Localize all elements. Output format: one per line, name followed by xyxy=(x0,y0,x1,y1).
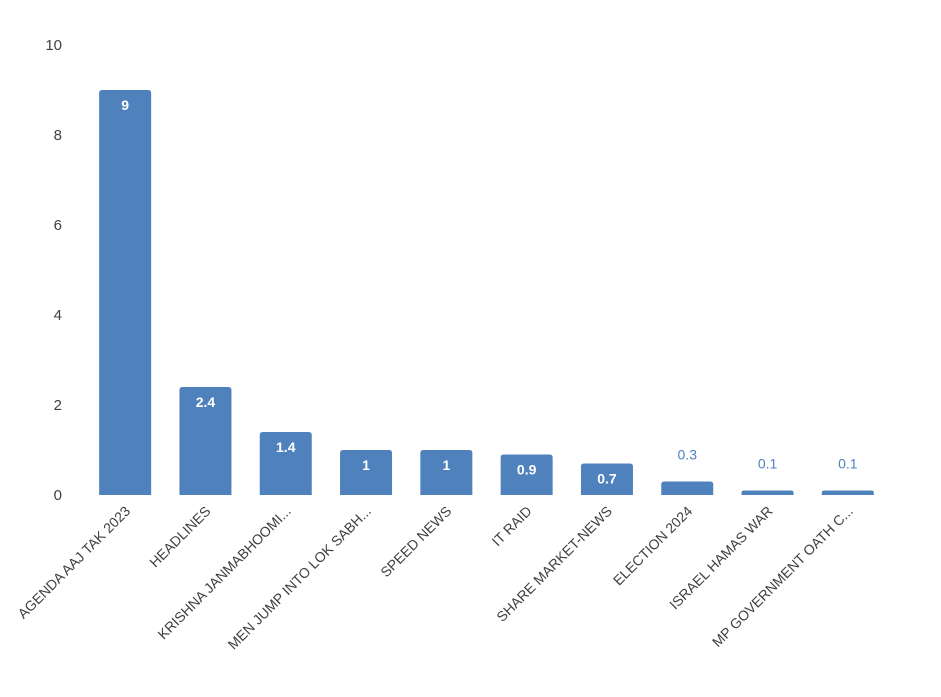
data-label: 0.3 xyxy=(678,447,698,463)
bar xyxy=(179,387,232,495)
y-tick-label: 8 xyxy=(54,127,62,144)
bar xyxy=(99,90,152,495)
bar xyxy=(500,454,553,495)
x-tick-label: MEN JUMP INTO LOK SABH... xyxy=(225,503,375,653)
bar xyxy=(340,450,393,495)
y-tick-label: 4 xyxy=(54,307,62,324)
x-tick-label: MP GOVERNMENT OATH C... xyxy=(709,503,856,650)
data-label: 9 xyxy=(121,97,129,113)
bar xyxy=(661,481,714,495)
x-tick-label: IT RAID xyxy=(488,503,534,549)
data-label: 0.1 xyxy=(758,456,778,472)
data-label: 2.4 xyxy=(196,394,216,410)
x-tick-label: ELECTION 2024 xyxy=(610,503,696,589)
data-label: 0.7 xyxy=(597,471,617,487)
data-label: 1 xyxy=(442,457,450,473)
y-axis: 0 2 4 6 8 10 xyxy=(45,37,62,504)
x-tick-label: HEADLINES xyxy=(146,503,213,570)
x-tick-label: AGENDA AAJ TAK 2023 xyxy=(14,503,133,622)
data-label: 1.4 xyxy=(276,439,296,455)
data-label: 1 xyxy=(362,457,370,473)
data-label: 0.1 xyxy=(838,456,858,472)
x-tick-label: SPEED NEWS xyxy=(377,503,454,580)
data-labels: 9 2.4 1.4 1 1 0.9 0.7 0.3 0.1 0.1 xyxy=(121,97,858,487)
data-label: 0.9 xyxy=(517,462,537,478)
y-tick-label: 0 xyxy=(54,487,62,504)
bar xyxy=(821,490,874,495)
y-tick-label: 6 xyxy=(54,217,62,234)
y-tick-label: 10 xyxy=(45,37,62,54)
bar xyxy=(420,450,473,495)
x-tick-label: KRISHNA JANMABHOOMI... xyxy=(154,503,293,642)
y-tick-label: 2 xyxy=(54,397,62,414)
bar xyxy=(259,432,312,495)
bar xyxy=(741,490,794,495)
bars xyxy=(99,90,874,495)
bar xyxy=(580,463,633,495)
